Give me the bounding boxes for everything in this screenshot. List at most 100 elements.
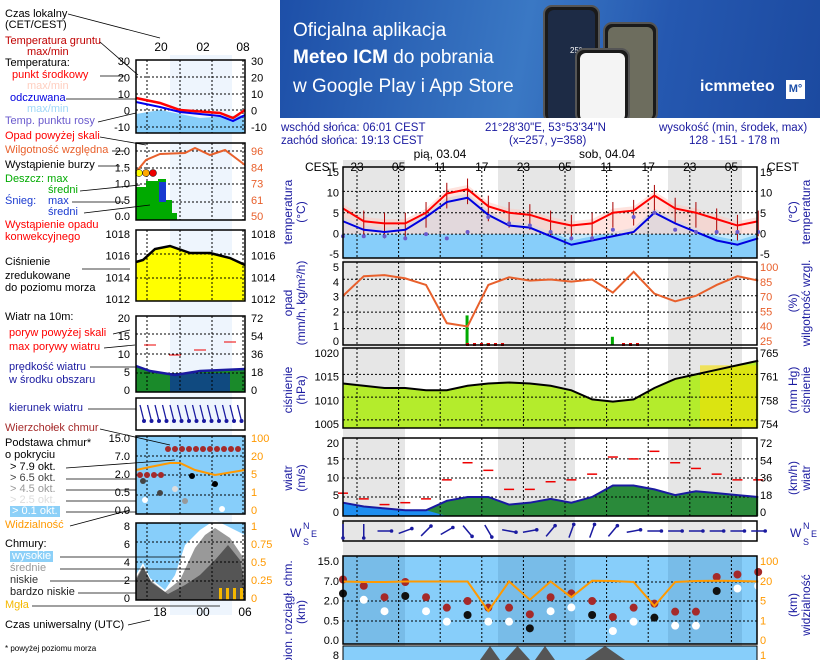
legend-pressure-tick-right: 1014	[251, 272, 275, 284]
pressure-line	[342, 359, 759, 403]
legend-temperature: Temperatura:	[5, 57, 70, 69]
legend-wind-arrowhead	[194, 419, 199, 423]
legend-precip-tick: 0.0	[115, 211, 130, 223]
wind-arrowhead	[361, 536, 366, 540]
visibility-tick: 20	[760, 576, 772, 588]
legend-cloud-base-dot	[219, 506, 225, 512]
legend-ground-temp-mm: max/min	[27, 46, 69, 58]
legend-wind-tick-right: 36	[251, 349, 263, 361]
legend-leader-line	[99, 428, 171, 446]
legend-cloud-top-dot	[207, 446, 213, 452]
legend-wind-arrowhead	[157, 419, 161, 423]
legend-pressure-panel	[135, 229, 246, 302]
legend-gust-above: poryw powyżej skali	[9, 327, 107, 339]
legend-rain-avg: średni	[48, 184, 78, 196]
dew-point-dot	[382, 234, 387, 239]
precip-tick: 3	[333, 292, 339, 304]
legend-wind: Wiatr na 10m:	[5, 311, 74, 323]
legend-fog-bar	[233, 588, 236, 600]
temp-tick-right: -5	[760, 249, 770, 261]
banner-line-2: Meteo ICM do pobrania	[293, 47, 494, 69]
app-promo-banner[interactable]: Oficjalna aplikacja Meteo ICM do pobrani…	[280, 0, 820, 118]
legend-wind-arrowhead	[224, 419, 229, 423]
legend-precip-tick: 1.0	[115, 179, 130, 191]
legend-clouds-tick-right: 0.5	[251, 557, 266, 569]
humidity-tick: 55	[760, 306, 772, 318]
wind-arrowhead	[514, 530, 518, 535]
legend-cloud-top-dot	[172, 446, 178, 452]
cloud-tick: 15.0	[318, 556, 339, 568]
legend-wind-arrowhead	[232, 419, 236, 423]
cloud-base-dot	[422, 607, 431, 616]
wind-arrowhead	[721, 529, 726, 533]
dew-point-dot	[548, 229, 553, 234]
legend-clouds-tick-right: 0.25	[251, 575, 272, 587]
legend-wind-tick: 0	[124, 385, 130, 397]
legend-temp-panel	[135, 59, 246, 134]
cloud-base-dot	[463, 611, 472, 619]
cloud-base-dot	[608, 627, 617, 635]
legend-dew-point: Temp. punktu rosy	[5, 115, 95, 127]
pressure-axis-title-right: (mm Hg)	[786, 367, 800, 414]
cloud-top-dot	[691, 607, 700, 616]
dew-point-dot	[361, 234, 366, 239]
wind-area	[343, 485, 759, 516]
legend-convective-1: Wystąpienie opadu	[5, 219, 99, 231]
cloud-base-dot	[629, 617, 638, 626]
cloud-top-dot	[733, 570, 742, 579]
legend-perceived-line	[135, 101, 246, 123]
legend-okt25: > 2.5 okt.	[10, 494, 56, 506]
temp-tick: 5	[333, 208, 339, 220]
compass-n: N	[303, 521, 310, 531]
legend-wind-arrow	[199, 404, 205, 422]
legend-cloud-tick-right: 1	[251, 487, 257, 499]
humidity-axis-title: (%)	[786, 294, 800, 313]
cloud-base-dot	[484, 617, 493, 626]
humidity-tick: 40	[760, 321, 772, 333]
legend-local-time-zone: (CET/CEST)	[5, 19, 67, 31]
temp-tick: 15	[327, 167, 339, 179]
temp-axis-title: temperatura	[281, 179, 295, 244]
wind-arrow	[502, 529, 517, 533]
day-label: pią, 03.04	[414, 147, 467, 161]
cloud-base-dot	[754, 582, 763, 590]
temp-tick: -5	[329, 249, 339, 261]
humidity-axis-title: wilgotność wzgl.	[799, 260, 813, 348]
humidity-tick: 25	[760, 336, 772, 348]
legend-snow-max: max	[48, 195, 69, 207]
dew-point-dot	[486, 214, 491, 219]
temp-axis-title-right: (°C)	[786, 201, 800, 222]
humidity-tick: 100	[760, 262, 778, 274]
wind-arrow	[440, 526, 454, 536]
legend-pressure-tick-right: 1016	[251, 251, 275, 263]
cloud-tick: 0.0	[324, 635, 339, 647]
legend-perceived-mm: max/min	[27, 103, 69, 115]
cloud-top-dot	[359, 581, 368, 590]
icmmeteo-logo: icmmeteo	[700, 78, 775, 95]
temp-tick: 0	[333, 229, 339, 241]
legend-wind-tick: 20	[118, 313, 130, 325]
legend-wind-arrowhead	[217, 419, 221, 423]
temp-tick-right: 0	[760, 229, 766, 241]
legend-cloud-top-dot	[137, 472, 143, 478]
cloud-base-dot	[505, 617, 514, 626]
cloud-night-band	[668, 556, 742, 644]
humidity-line	[342, 270, 759, 328]
legend-pressure-2: zredukowane	[5, 270, 71, 282]
legend-wind-arrowhead	[142, 419, 146, 423]
pressure-axis-title: ciśnienie	[281, 366, 295, 413]
wind-arrowhead	[638, 527, 643, 532]
wind-kmh-tick: 0	[760, 507, 766, 519]
legend-temp-tick: 10	[118, 89, 130, 101]
legend-precip-tick-right: 50	[251, 211, 263, 223]
legend-humidity: Wilgotność względna	[5, 144, 109, 156]
legend-storm-marker	[149, 169, 157, 177]
wind-axis-title: wiatr	[281, 465, 295, 491]
cloud-base-dot	[442, 617, 451, 626]
legend-clouds-tick: 8	[124, 521, 130, 533]
legend-cloud-top-dot	[151, 472, 157, 478]
compass-e: E	[311, 529, 317, 539]
precip-tick: 1	[333, 321, 339, 333]
legend-cloud-tick: 7.0	[115, 451, 130, 463]
